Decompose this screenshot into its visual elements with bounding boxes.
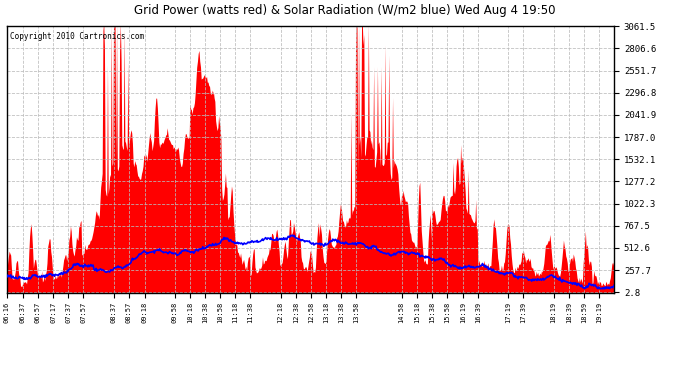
Text: Copyright 2010 Cartronics.com: Copyright 2010 Cartronics.com	[10, 32, 144, 40]
Text: Grid Power (watts red) & Solar Radiation (W/m2 blue) Wed Aug 4 19:50: Grid Power (watts red) & Solar Radiation…	[135, 4, 555, 17]
